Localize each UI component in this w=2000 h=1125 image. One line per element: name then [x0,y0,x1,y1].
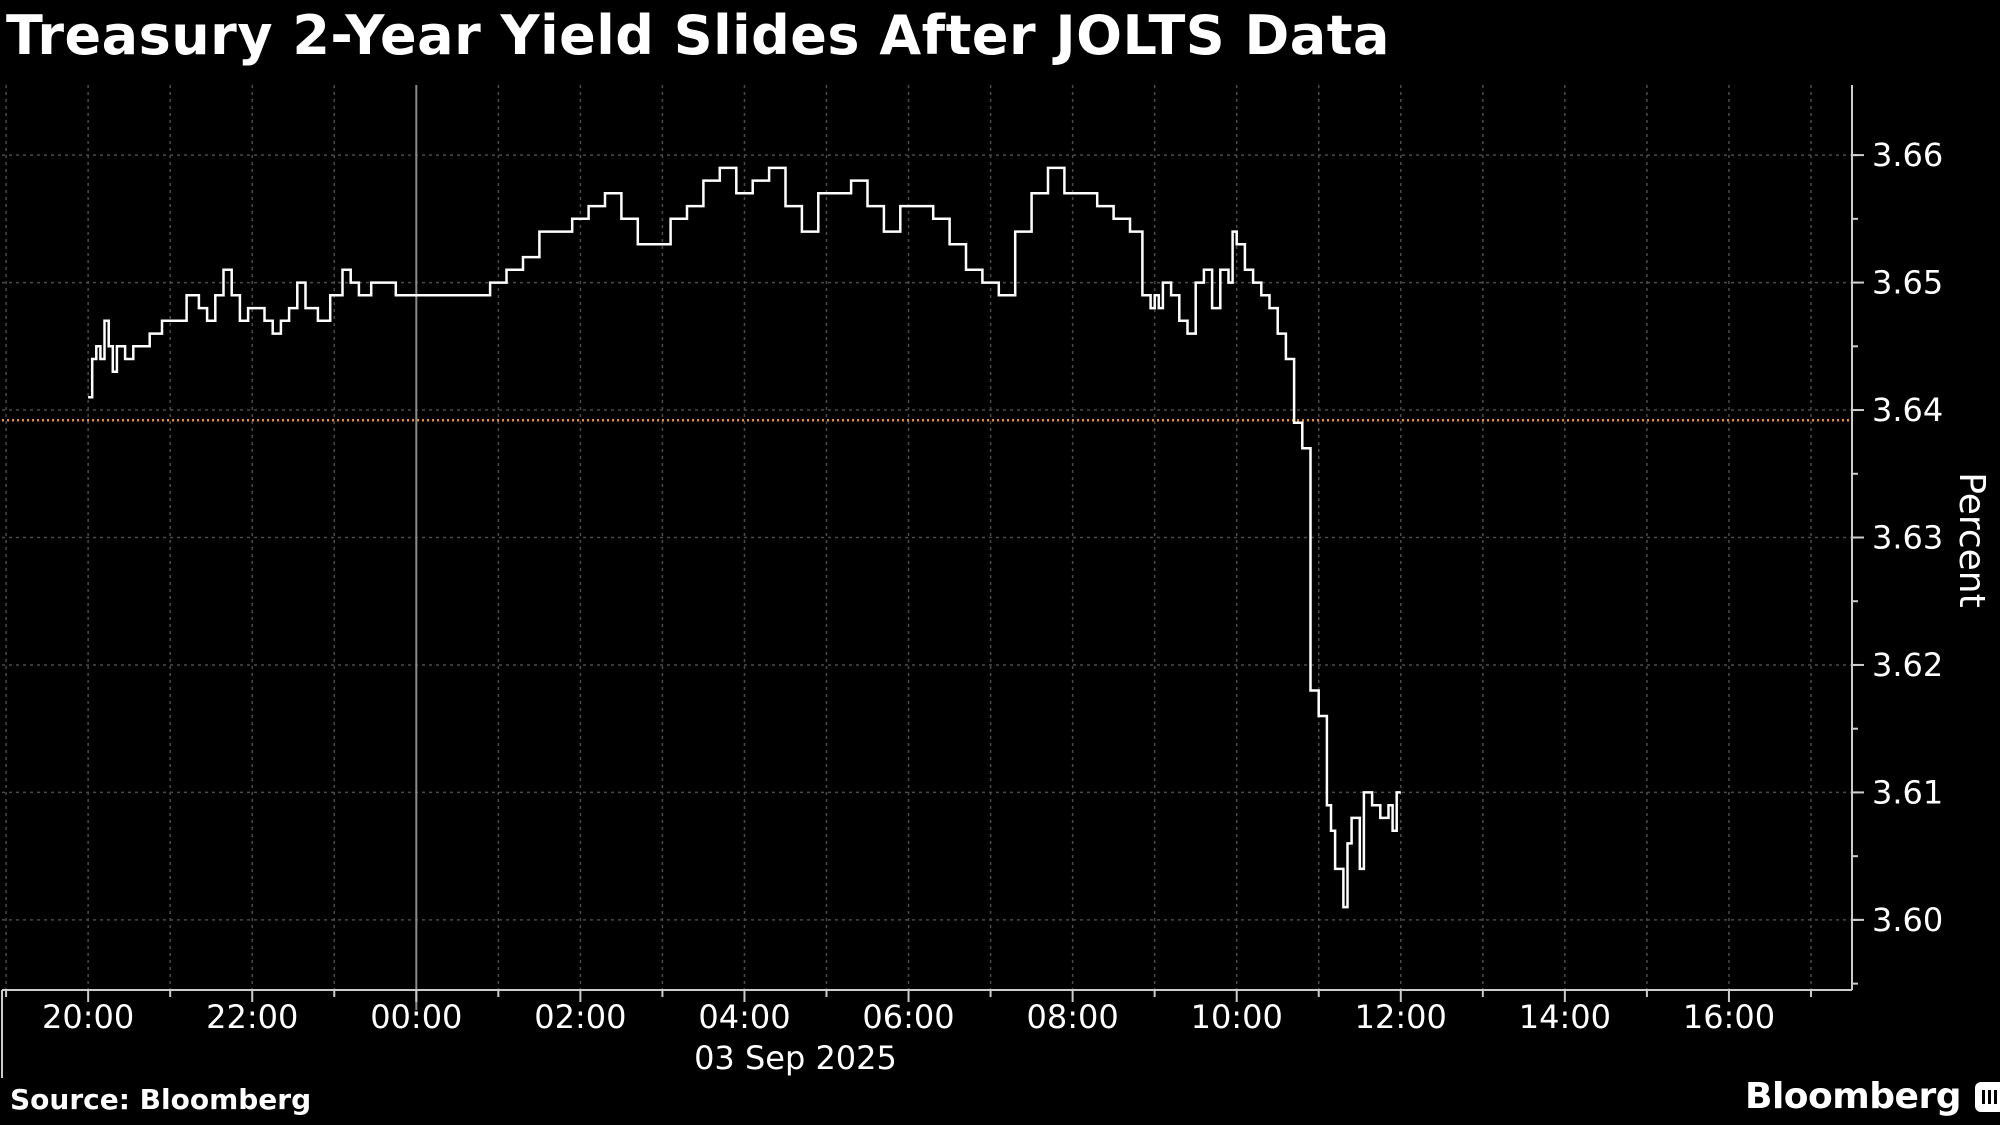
chart-title: Treasury 2-Year Yield Slides After JOLTS… [6,4,1390,67]
x-tick-label: 00:00 [370,998,462,1036]
x-tick-label: 20:00 [42,998,134,1036]
x-tick-label: 14:00 [1519,998,1611,1036]
x-tick-label: 02:00 [534,998,626,1036]
yield-series-line [88,166,1401,909]
y-tick-label: 3.63 [1872,519,1943,557]
brand-label: Bloomberg [1745,1076,1961,1117]
y-tick-label: 3.64 [1872,391,1943,429]
x-tick-label: 16:00 [1683,998,1775,1036]
x-tick-label: 12:00 [1355,998,1447,1036]
y-tick-label: 3.61 [1872,773,1943,811]
x-tick-label: 22:00 [206,998,298,1036]
bloomberg-terminal-icon [1974,1081,2000,1112]
y-axis-label: Percent [1951,472,1992,607]
source-note: Source: Bloomberg [10,1083,312,1116]
y-tick-label: 3.60 [1872,901,1943,939]
y-tick-label: 3.65 [1872,264,1943,302]
y-tick-label: 3.62 [1872,646,1943,684]
x-tick-label: 06:00 [862,998,954,1036]
y-tick-label: 3.66 [1872,136,1943,174]
x-axis-date-label: 03 Sep 2025 [694,1039,897,1077]
bloomberg-logo: Bloomberg [1745,1076,2000,1117]
x-tick-label: 04:00 [698,998,790,1036]
x-tick-label: 10:00 [1191,998,1283,1036]
x-tick-label: 08:00 [1027,998,1119,1036]
